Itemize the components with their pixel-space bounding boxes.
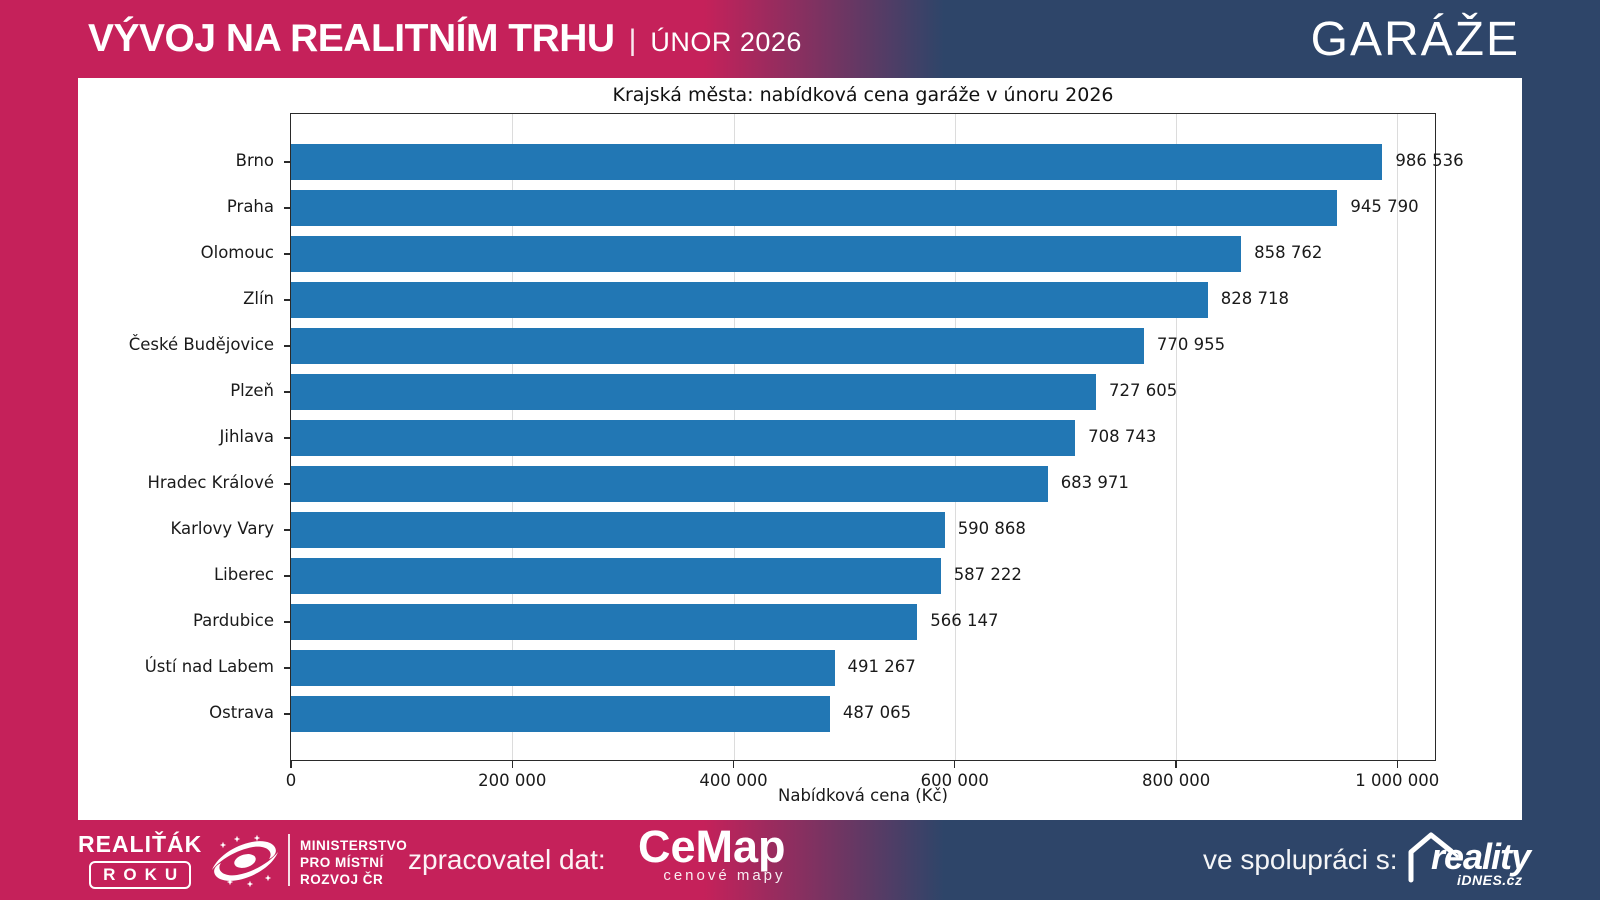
x-tick-mark — [732, 761, 735, 768]
ministry-line-3: ROZVOJ ČR — [300, 872, 384, 888]
value-label: 828 718 — [1220, 288, 1290, 308]
category-label: Ústí nad Labem — [144, 657, 274, 677]
value-label: 491 267 — [847, 657, 916, 677]
x-tick-label: 400 000 — [699, 771, 768, 790]
bar-olomouc — [291, 235, 1242, 273]
chart-card: Krajská města: nabídková cena garáže v ú… — [78, 78, 1522, 820]
x-tick-label: 800 000 — [1141, 771, 1211, 790]
y-tick-mark — [284, 529, 291, 531]
ministry-line-2: PRO MÍSTNÍ — [300, 855, 384, 871]
realitak-label: REALIŤÁK — [78, 831, 203, 857]
value-label: 727 605 — [1109, 381, 1178, 400]
bar-ostrava — [291, 695, 830, 733]
header: VÝVOJ NA REALITNÍM TRHU | ÚNOR 2026 GARÁ… — [0, 0, 1600, 78]
category-label: Pardubice — [192, 611, 274, 631]
bar-hradec-kr-lov- — [291, 465, 1048, 503]
y-tick-mark — [284, 713, 291, 715]
category-label: Ostrava — [209, 703, 274, 723]
value-label: 858 762 — [1254, 242, 1323, 262]
value-label: 566 147 — [930, 611, 999, 631]
y-tick-mark — [284, 437, 291, 439]
y-tick-mark — [284, 161, 291, 163]
value-label: 587 222 — [953, 565, 1022, 585]
category-label: Karlovy Vary — [170, 519, 274, 538]
bar-praha — [291, 189, 1338, 227]
bar-liberec — [291, 557, 941, 595]
idnes-label: iDNES.cz — [1457, 872, 1523, 888]
header-title-group: VÝVOJ NA REALITNÍM TRHU | ÚNOR 2026 — [88, 17, 802, 61]
page-title: VÝVOJ NA REALITNÍM TRHU — [88, 17, 615, 60]
gridline — [1176, 114, 1178, 760]
category-label: Praha — [226, 196, 274, 216]
category-label: Brno — [235, 150, 274, 170]
plot-area: Brno 986 536 Praha 945 790 Olomouc 858 762 Zlí… — [129, 113, 1464, 790]
value-label: 770 955 — [1156, 335, 1226, 354]
bar-pardubice — [291, 603, 918, 641]
y-tick-mark — [284, 299, 291, 301]
ministry-line-1: MINISTERSTVO — [300, 838, 408, 853]
y-tick-mark — [284, 253, 291, 255]
x-tick-mark — [511, 761, 513, 768]
category-label: Jihlava — [219, 427, 274, 446]
value-label: 590 868 — [957, 519, 1026, 538]
category-label: Zlín — [243, 288, 274, 308]
roku-label: ROKU — [89, 861, 192, 889]
cemap-subtitle: cenové mapy — [663, 867, 786, 885]
x-tick-mark — [290, 761, 292, 768]
y-tick-mark — [284, 575, 291, 577]
house-icon — [1408, 832, 1459, 883]
x-tick-label: 600 000 — [920, 771, 989, 790]
x-tick-label: 0 — [285, 771, 297, 790]
partner-label: ve spolupráci s: — [1203, 844, 1398, 875]
y-tick-mark — [284, 483, 291, 485]
cemap-logo: CeMap cenové mapy — [638, 821, 786, 885]
category-label: České Budějovice — [128, 335, 274, 354]
bar-plze- — [291, 373, 1096, 411]
footer: REALIŤÁK ROKU MINISTERSTVO PRO MÍSTNÍ RO… — [0, 820, 1600, 900]
category-label: Liberec — [213, 565, 274, 585]
value-label: 708 743 — [1088, 427, 1157, 446]
reality-idnes-logo: reality iDNES.cz — [1405, 826, 1531, 892]
x-tick-label: 200 000 — [478, 771, 547, 790]
category-label: Plzeň — [230, 381, 274, 400]
y-tick-mark — [284, 667, 291, 669]
bar-brno — [291, 143, 1383, 181]
bar-jihlava — [291, 419, 1076, 457]
x-tick-mark — [1396, 761, 1398, 768]
value-label: 683 971 — [1060, 473, 1129, 492]
data-provider-label: zpracovatel dat: — [408, 844, 606, 875]
footer-separator — [288, 834, 290, 886]
category-title: GARÁŽE — [1310, 12, 1520, 66]
realitak-roku-logo: REALIŤÁK ROKU — [78, 831, 202, 889]
period-label: ÚNOR 2026 — [650, 27, 802, 57]
bar-karlovy-vary — [291, 511, 945, 549]
x-tick-mark — [954, 761, 956, 768]
title-separator: | — [628, 24, 637, 57]
y-tick-mark — [284, 207, 291, 209]
chart-title: Krajská města: nabídková cena garáže v ú… — [612, 84, 1114, 106]
category-label: Hradec Králové — [147, 473, 274, 492]
gridline — [1397, 114, 1399, 760]
cemap-name: CeMap — [638, 821, 786, 872]
x-axis-label: Nabídková cena (Kč) — [778, 786, 948, 805]
value-label: 487 065 — [842, 703, 912, 723]
value-label: 945 790 — [1350, 196, 1419, 216]
x-tick-label: 1 000 000 — [1355, 771, 1440, 790]
y-tick-mark — [284, 621, 291, 623]
bar-zl-n — [291, 281, 1208, 319]
value-label: 986 536 — [1395, 150, 1464, 170]
ministry-label: MINISTERSTVO PRO MÍSTNÍ ROZVOJ ČR — [300, 837, 407, 888]
bar--esk-bud-jovice — [291, 327, 1144, 365]
bar--st-nad-labem — [291, 649, 835, 687]
category-label: Olomouc — [200, 242, 274, 262]
ministry-swirl-icon — [212, 834, 278, 888]
y-tick-mark — [284, 391, 291, 393]
x-tick-mark — [1175, 761, 1177, 768]
reality-label: reality — [1431, 836, 1531, 877]
y-tick-mark — [284, 345, 291, 347]
